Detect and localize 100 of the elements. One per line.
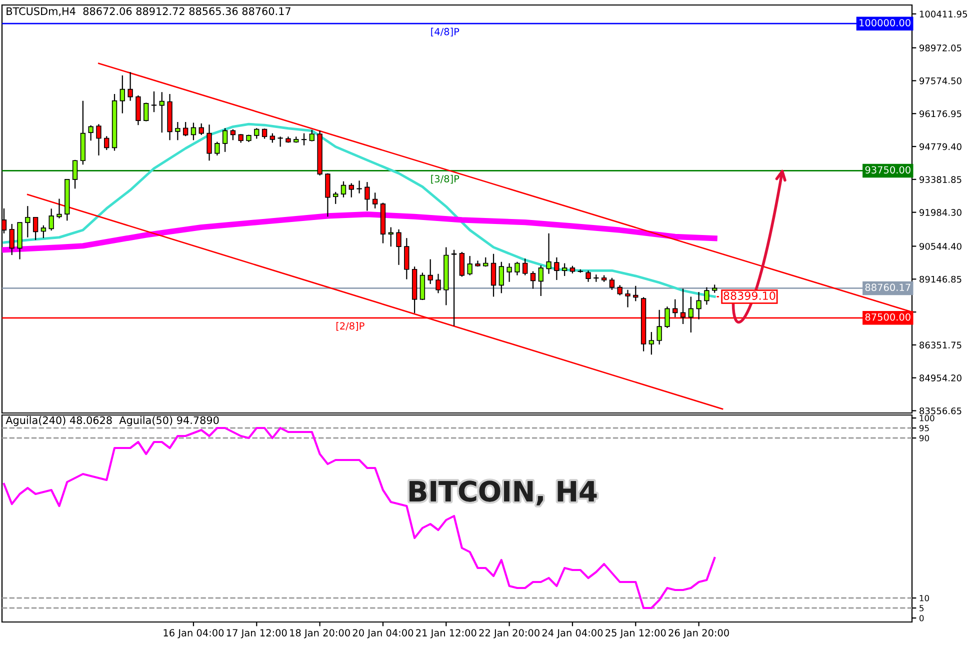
y-tick-label: 90544.40: [920, 242, 962, 250]
y-tick-label: 90: [919, 434, 929, 442]
y-tick-label: 97574.50: [920, 77, 962, 84]
y-tick-label: 91984.30: [920, 209, 962, 216]
annotation: [4/8]P: [431, 28, 460, 36]
x-tick-label: 25 Jan 12:00: [606, 629, 666, 638]
x-tick-label: 26 Jan 20:00: [668, 629, 729, 638]
candlestick: [333, 191, 338, 204]
y-tick-label: 83556.65: [920, 407, 962, 414]
candlestick: [222, 128, 228, 152]
candlestick: [609, 277, 615, 290]
x-tick-label: 24 Jan 04:00: [542, 629, 603, 638]
candlestick: [562, 262, 568, 277]
candlestick: [356, 180, 362, 194]
candlestick: [396, 228, 402, 266]
candlestick: [56, 198, 62, 219]
y-tick-label: 94779.40: [920, 143, 962, 150]
chart-title: BTCUSDm,H4 88672.06 88912.72 88565.36 88760.17: [6, 7, 290, 16]
candlestick: [656, 309, 662, 346]
candlestick: [648, 331, 654, 356]
candlestick: [190, 122, 196, 141]
candlestick: [688, 296, 694, 334]
ref-line-label: 93750.00: [865, 166, 910, 174]
annotation: [2/8]P: [336, 322, 364, 331]
candlestick: [617, 284, 622, 296]
candlestick: [664, 306, 670, 329]
candlestick: [522, 258, 528, 276]
x-tick-label: 21 Jan 12:00: [416, 629, 476, 638]
candlestick: [696, 291, 702, 320]
candlestick: [546, 232, 552, 274]
y-tick-label: 95: [919, 424, 929, 432]
candlestick: [388, 226, 394, 248]
candlestick: [301, 132, 307, 146]
candlestick: [136, 94, 141, 126]
candlestick: [459, 251, 465, 278]
candlestick: [436, 273, 441, 294]
candlestick: [254, 128, 260, 140]
x-tick-label: 18 Jan 20:00: [290, 629, 350, 638]
candlestick: [372, 192, 378, 209]
candlestick: [278, 136, 283, 148]
y-tick-label: 100: [920, 414, 934, 422]
candlestick: [498, 261, 504, 294]
y-tick-label: 96176.95: [920, 110, 962, 118]
candlestick: [309, 129, 315, 142]
candlestick: [538, 264, 544, 297]
ref-line-label: 100000.00: [860, 19, 910, 26]
y-tick-label: 98972.05: [920, 44, 962, 52]
candlestick: [25, 206, 30, 238]
candlestick: [198, 122, 204, 136]
candlestick: [9, 223, 14, 256]
candlestick: [175, 121, 180, 141]
y-tick-label: 84954.20: [920, 374, 962, 382]
candlestick: [151, 90, 157, 113]
candlestick: [340, 180, 346, 198]
candlestick: [230, 128, 236, 141]
candlestick: [704, 286, 710, 306]
candlestick: [96, 124, 102, 156]
candlestick: [586, 270, 591, 282]
candlestick: [48, 208, 54, 232]
candlestick: [428, 258, 433, 285]
candlestick: [32, 216, 38, 241]
candlestick: [182, 121, 188, 137]
candlestick: [128, 72, 133, 102]
candlestick: [206, 124, 212, 162]
candlestick: [262, 128, 268, 140]
candlestick: [120, 74, 126, 114]
candlestick: [554, 256, 560, 281]
candlestick: [625, 289, 630, 308]
annotation: 88399.10: [724, 292, 776, 300]
chart-title: Aguila(240) 48.0628 Aguila(50) 94.7890: [6, 416, 219, 426]
y-tick-label: 10: [920, 594, 929, 602]
candlestick: [88, 124, 94, 142]
candlestick: [633, 285, 638, 302]
y-tick-label: 100411.95: [920, 10, 967, 18]
candlestick: [467, 255, 472, 276]
y-tick-label: 89146.85: [920, 276, 962, 283]
candlestick: [514, 261, 520, 276]
candlestick: [159, 92, 164, 134]
candlestick: [40, 224, 46, 239]
x-tick-label: 22 Jan 20:00: [479, 629, 540, 638]
candlestick: [348, 182, 354, 198]
annotation: [3/8]P: [431, 174, 460, 184]
candlestick: [364, 181, 370, 212]
x-tick-label: 16 Jan 04:00: [164, 629, 224, 638]
candlestick: [490, 253, 496, 298]
candlestick: [404, 238, 410, 280]
x-tick-label: 20 Jan 04:00: [352, 629, 414, 638]
candlestick: [72, 159, 78, 190]
candlestick: [214, 141, 220, 156]
candlestick: [325, 172, 330, 218]
y-tick-label: 86351.75: [920, 342, 962, 348]
y-tick-label: 93381.85: [920, 176, 962, 183]
x-tick-label: 17 Jan 12:00: [226, 629, 287, 638]
ref-line-label: 87500.00: [865, 313, 910, 321]
candlestick: [144, 102, 149, 122]
candlestick: [506, 262, 512, 282]
annotation: BITCOIN, H4: [410, 480, 597, 506]
candlestick: [104, 136, 110, 151]
y-tick-label: 0: [919, 614, 924, 622]
candlestick: [530, 270, 536, 290]
